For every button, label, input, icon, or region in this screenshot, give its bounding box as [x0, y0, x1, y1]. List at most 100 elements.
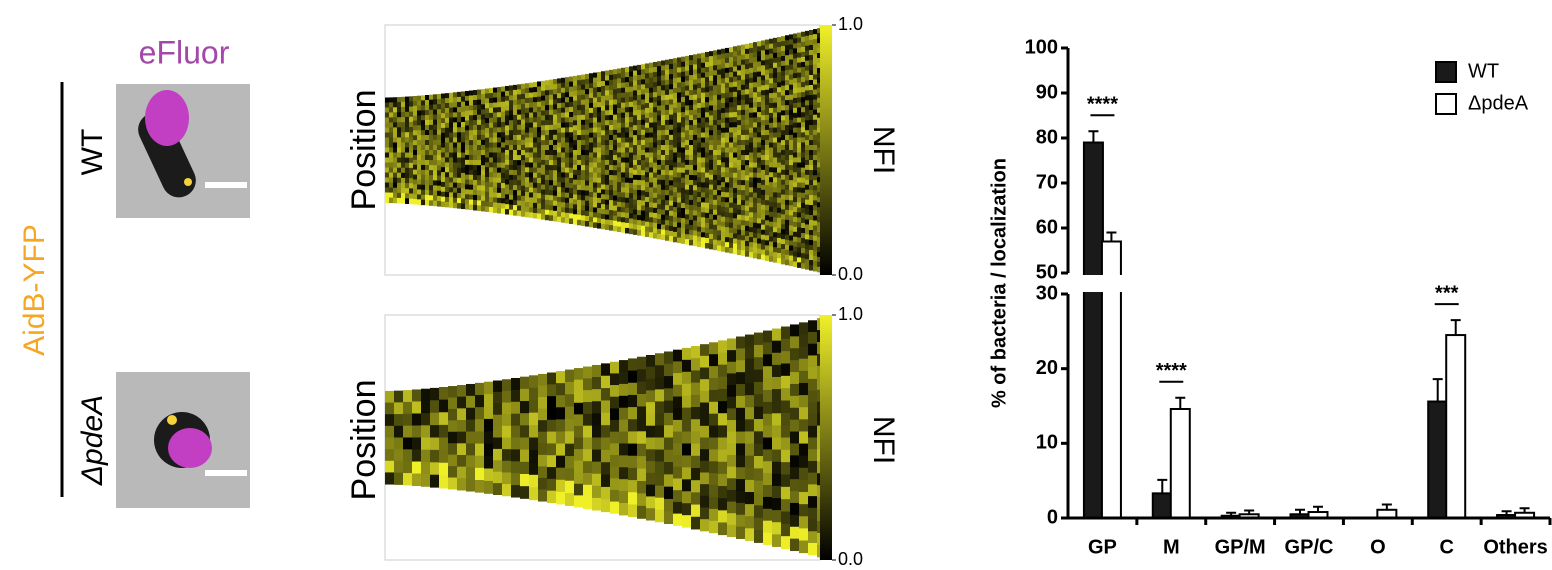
kymo-cell	[669, 236, 673, 242]
kymo-cell	[597, 77, 601, 83]
kymo-cell	[657, 194, 661, 199]
kymo-cell	[477, 130, 481, 136]
kymo-cell	[665, 85, 669, 91]
kymo-cell	[628, 456, 637, 469]
kymo-cell	[809, 145, 813, 151]
kymo-cell	[655, 450, 664, 463]
kymo-cell	[389, 147, 393, 153]
kymo-cell	[625, 198, 629, 204]
kymo-cell	[729, 77, 733, 83]
kymo-cell	[737, 100, 741, 105]
kymo-cell	[693, 165, 697, 171]
kymo-cell	[790, 443, 799, 455]
kymo-cell	[749, 177, 753, 182]
kymo-cell	[709, 71, 713, 76]
kymo-cell	[717, 125, 721, 131]
kymo-cell	[773, 257, 777, 262]
kymo-cell	[673, 514, 682, 526]
kymo-cell	[465, 165, 469, 170]
kymo-cell	[545, 165, 549, 170]
kymo-cell	[565, 168, 569, 174]
kymo-cell	[517, 170, 521, 176]
kymo-cell	[733, 46, 737, 52]
kymo-cell	[509, 185, 513, 190]
kymo-cell	[689, 70, 693, 75]
kymo-cell	[809, 65, 813, 71]
kymo-cell	[473, 150, 477, 155]
kymo-cell	[465, 204, 469, 209]
kymo-cell	[641, 84, 645, 90]
kymo-cell	[757, 97, 761, 103]
kymo-cell	[457, 112, 461, 118]
kymo-cell	[717, 105, 721, 111]
kymo-cell	[677, 127, 681, 133]
kymo-cell	[801, 107, 805, 113]
kymo-cell	[761, 50, 765, 55]
kymo-cell	[641, 200, 645, 206]
kymo-cell	[465, 91, 469, 96]
kymo-cell	[385, 403, 394, 415]
kymo-cell	[469, 165, 473, 170]
kymo-cell	[525, 133, 529, 138]
kymo-cell	[541, 194, 545, 199]
kymo-cell	[621, 98, 625, 103]
kymo-cell	[753, 92, 757, 98]
kymo-cell	[553, 120, 557, 126]
kymo-cell	[789, 95, 793, 101]
kymo-cell	[493, 460, 502, 472]
kymo-cell	[613, 211, 617, 217]
kymo-cell	[677, 183, 681, 189]
kymo-cell	[601, 462, 610, 475]
kymo-cell	[461, 147, 465, 153]
kymo-cell	[589, 177, 593, 182]
kymo-cell	[597, 122, 601, 128]
kymo-cell	[593, 192, 597, 197]
kymo-cell	[553, 135, 557, 141]
kymo-cell	[721, 54, 725, 59]
kymo-cell	[429, 165, 433, 171]
kymo-cell	[493, 138, 497, 143]
kymo-cell	[777, 198, 781, 204]
kymo-cell	[745, 251, 749, 257]
kymo-cell	[393, 97, 397, 103]
kymo-cell	[481, 94, 485, 100]
kymo-cell	[613, 140, 617, 146]
kymo-cell	[777, 117, 781, 123]
kymo-cell	[385, 173, 389, 179]
kymo-cell	[697, 78, 701, 83]
kymo-cell	[625, 97, 629, 103]
kymo-cell	[613, 89, 617, 95]
kymo-cell	[701, 123, 705, 128]
kymo-cell	[633, 229, 637, 234]
kymo-cell	[745, 120, 749, 126]
kymo-cell	[601, 160, 605, 165]
kymo-cell	[713, 185, 717, 190]
kymo-cell	[701, 103, 705, 108]
kymo-cell	[769, 103, 773, 108]
kymo-cell	[737, 85, 741, 90]
kymo-cell	[397, 183, 401, 189]
kymo-cell	[537, 137, 541, 143]
kymo-cell	[682, 420, 691, 432]
kymo-cell	[589, 217, 593, 222]
kymo-cell	[653, 132, 657, 138]
kymo-cell	[605, 115, 609, 120]
kymo-cell	[673, 93, 677, 98]
kymo-cell	[733, 198, 737, 204]
kymo-cell	[809, 85, 813, 91]
kymo-cell	[697, 237, 701, 242]
kymo-cell	[593, 88, 597, 93]
kymo-cell	[729, 248, 733, 254]
kymo-cell	[445, 138, 449, 143]
kymo-cell	[585, 94, 589, 100]
kymo-cell	[629, 163, 633, 169]
kymo-cell	[461, 117, 465, 123]
kymo-cell	[733, 239, 737, 245]
x-tick-label: GP/M	[1215, 536, 1266, 558]
kymo-cell	[745, 528, 754, 541]
kymo-cell	[808, 426, 817, 438]
kymo-cell	[569, 173, 573, 179]
kymo-cell	[617, 68, 621, 73]
kymo-cell	[541, 175, 545, 180]
kymo-cell	[709, 56, 713, 61]
